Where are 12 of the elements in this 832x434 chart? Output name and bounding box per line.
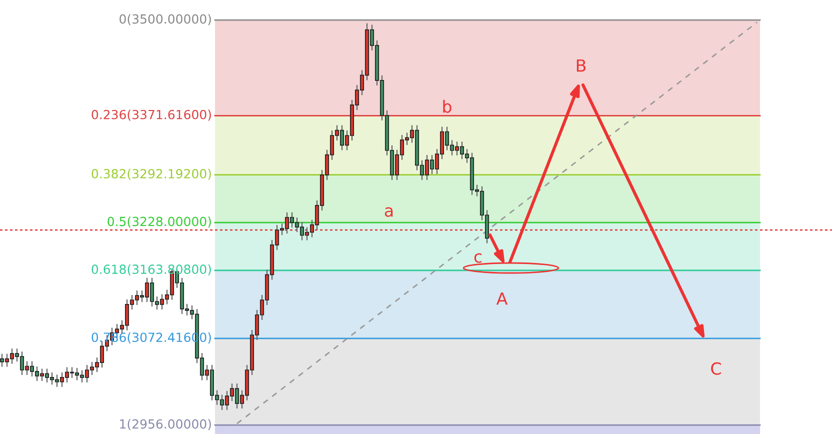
ref-line-label: 0(3500.00000): [120, 14, 211, 26]
ref-line-label: 1(2956.00000): [120, 419, 211, 430]
annotation: A: [496, 292, 508, 305]
annotation: B: [576, 59, 586, 72]
ref-line-label: 0.5(3228.00000): [108, 216, 211, 228]
ref-line-label: 0.618(3163.80800): [92, 264, 211, 276]
annotation: a: [384, 207, 393, 217]
annotation: C: [711, 362, 721, 375]
annotation: c: [474, 253, 482, 263]
ref-line-label: 0.382(3292.19200): [92, 168, 211, 180]
annotation: b: [443, 100, 452, 113]
ref-line-label: 0.236(3371.61600): [92, 110, 211, 121]
